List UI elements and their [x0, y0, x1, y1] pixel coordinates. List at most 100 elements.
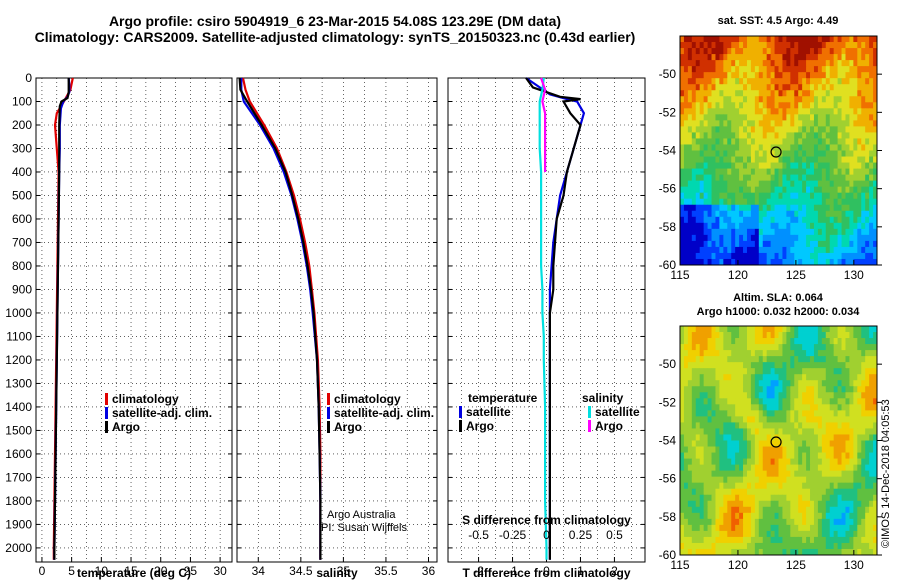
map-cell — [861, 464, 866, 472]
s-tick-label: 0 — [543, 528, 550, 542]
map-cell — [766, 470, 772, 478]
map-cell — [750, 374, 756, 381]
map-cell — [794, 90, 799, 97]
y-tick-label: 2000 — [5, 541, 32, 555]
map-cell — [731, 150, 736, 157]
map-cell — [833, 114, 838, 121]
map-cell — [746, 380, 752, 387]
map-cell — [861, 84, 866, 91]
map-cell — [794, 386, 799, 393]
map-cell — [782, 42, 787, 49]
map-cell — [865, 422, 870, 429]
map-cell — [790, 36, 795, 43]
map-cell — [715, 150, 720, 157]
map-cell — [746, 102, 752, 109]
map-cell — [719, 398, 724, 405]
map-cell — [790, 494, 795, 502]
map-cell — [817, 470, 823, 478]
map-cell — [727, 174, 732, 182]
map-cell — [739, 512, 744, 520]
map-cell — [766, 42, 772, 49]
map-cell — [786, 252, 791, 260]
map-cell — [743, 66, 748, 73]
map-cell — [774, 66, 779, 73]
map-cell — [833, 356, 838, 363]
map-cell — [762, 488, 768, 496]
map-cell — [837, 446, 842, 453]
map-cell — [817, 192, 823, 200]
map-cell — [691, 156, 697, 163]
map-cell — [746, 216, 752, 224]
map-cell — [699, 536, 705, 544]
map-cell — [837, 518, 842, 526]
map-cell — [849, 416, 854, 423]
map-cell — [770, 428, 775, 435]
map-cell — [865, 368, 870, 375]
map-cell — [703, 222, 708, 230]
map-cell — [707, 500, 712, 508]
map-cell — [770, 180, 775, 188]
map-cell — [703, 114, 708, 121]
map-cell — [703, 72, 708, 79]
x-tick-label: 115 — [670, 558, 689, 572]
map-cell — [735, 518, 740, 526]
map-cell — [794, 410, 799, 417]
map-cell — [794, 156, 799, 163]
map-cell — [853, 192, 858, 200]
y-tick-label: -56 — [659, 472, 677, 486]
map-cell — [719, 162, 724, 169]
map-cell — [695, 368, 701, 375]
map-cell — [758, 464, 764, 472]
map-cell — [853, 506, 858, 514]
map-cell — [774, 524, 779, 532]
map-cell — [802, 84, 807, 91]
map-cell — [853, 60, 858, 67]
map-cell — [719, 168, 724, 176]
map-cell — [802, 138, 807, 145]
map-cell — [711, 512, 716, 520]
map-cell — [711, 114, 716, 121]
map-cell — [825, 380, 831, 387]
map-cell — [813, 476, 819, 484]
map-cell — [746, 332, 752, 339]
map-cell — [845, 252, 850, 260]
map-cell — [829, 422, 835, 429]
map-cell — [703, 156, 708, 163]
map-cell — [691, 162, 697, 169]
map-cell — [691, 524, 697, 532]
map-cell — [727, 470, 732, 478]
map-cell — [746, 210, 752, 218]
map-cell — [802, 326, 807, 333]
map-cell — [849, 114, 854, 121]
map-cell — [719, 228, 724, 236]
map-cell — [873, 102, 878, 109]
map-cell — [774, 548, 779, 556]
map-cell — [778, 434, 783, 441]
map-cell — [762, 258, 768, 266]
map-cell — [853, 150, 858, 157]
map-cell — [707, 464, 712, 472]
map-cell — [691, 488, 697, 496]
map-cell — [794, 78, 799, 85]
map-cell — [770, 338, 775, 345]
map-cell — [837, 470, 842, 478]
map-cell — [778, 120, 783, 127]
map-cell — [711, 66, 716, 73]
map-cell — [837, 536, 842, 544]
map-cell — [739, 416, 744, 423]
map-cell — [810, 404, 815, 411]
map-cell — [754, 90, 760, 97]
map-cell — [841, 368, 846, 375]
map-cell — [683, 252, 689, 260]
map-cell — [829, 368, 835, 375]
map-cell — [687, 66, 693, 73]
map-cell — [873, 108, 878, 115]
map-cell — [766, 204, 772, 212]
map-cell — [687, 132, 693, 139]
map-cell — [782, 108, 787, 115]
map-cell — [821, 108, 827, 115]
map-cell — [731, 440, 736, 447]
map-cell — [841, 198, 846, 206]
map-cell — [758, 356, 764, 363]
map-cell — [766, 386, 772, 393]
